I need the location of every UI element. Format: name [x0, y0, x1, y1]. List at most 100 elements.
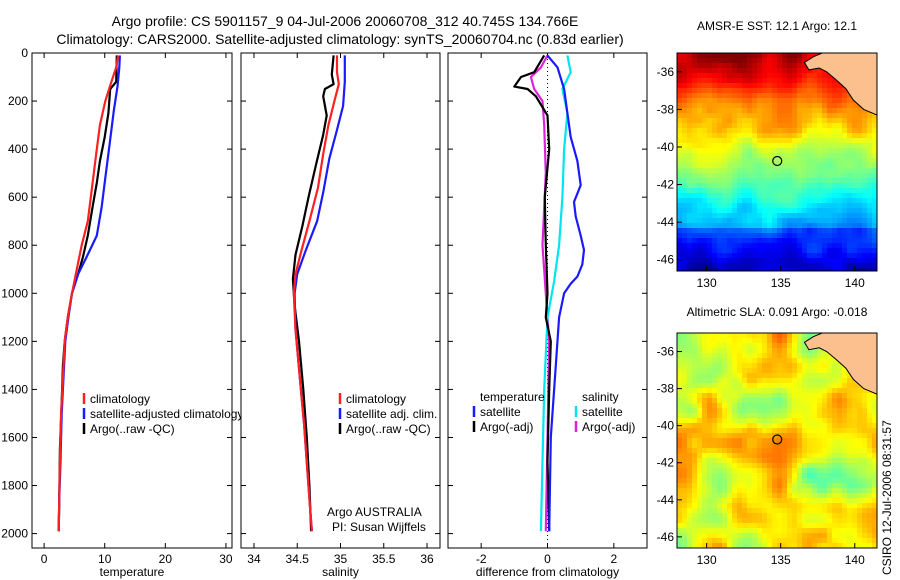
heatmap-cell: [862, 478, 868, 484]
heatmap-cell: [712, 403, 718, 409]
heatmap-cell: [752, 403, 758, 409]
heatmap-cell: [697, 428, 703, 434]
heatmap-cell: [837, 383, 843, 389]
heatmap-cell: [862, 158, 868, 164]
heatmap-cell: [782, 423, 788, 429]
heatmap-cell: [867, 188, 873, 194]
heatmap-cell: [767, 63, 773, 69]
heatmap-cell: [692, 78, 698, 84]
heatmap-cell: [727, 158, 733, 164]
heatmap-cell: [792, 213, 798, 219]
heatmap-cell: [717, 103, 723, 109]
heatmap-cell: [692, 403, 698, 409]
heatmap-cell: [732, 333, 738, 339]
heatmap-cell: [757, 258, 763, 264]
heatmap-cell: [687, 163, 693, 169]
heatmap-cell: [817, 233, 823, 239]
heatmap-cell: [722, 348, 728, 354]
heatmap-cell: [777, 258, 783, 264]
heatmap-cell: [792, 238, 798, 244]
heatmap-cell: [852, 508, 858, 514]
heatmap-cell: [762, 413, 768, 419]
heatmap-cell: [872, 403, 877, 409]
heatmap-cell: [837, 193, 843, 199]
heatmap-cell: [807, 243, 813, 249]
heatmap-cell: [692, 428, 698, 434]
argo-position-marker: [772, 155, 783, 167]
heatmap-cell: [772, 338, 778, 344]
heatmap-cell: [732, 98, 738, 104]
heatmap-cell: [787, 118, 793, 124]
heatmap-cell: [752, 383, 758, 389]
heatmap-cell: [712, 483, 718, 489]
heatmap-cell: [717, 458, 723, 464]
heatmap-cell: [847, 488, 853, 494]
heatmap-cell: [737, 358, 743, 364]
heatmap-cell: [722, 203, 728, 209]
heatmap-cell: [812, 88, 818, 94]
y-tick-label: -36: [657, 345, 675, 359]
heatmap-cell: [822, 423, 828, 429]
heatmap-cell: [797, 393, 803, 399]
heatmap-cell: [797, 223, 803, 229]
heatmap-cell: [777, 488, 783, 494]
heatmap-cell: [747, 78, 753, 84]
heatmap-cell: [782, 348, 788, 354]
heatmap-cell: [717, 543, 723, 548]
heatmap-cell: [752, 113, 758, 119]
heatmap-cell: [677, 198, 683, 204]
heatmap-cell: [752, 363, 758, 369]
heatmap-cell: [762, 443, 768, 449]
heatmap-cell: [677, 98, 683, 104]
heatmap-cell: [832, 203, 838, 209]
heatmap-cell: [677, 498, 683, 504]
heatmap-cell: [817, 378, 823, 384]
heatmap-cell: [722, 58, 728, 64]
heatmap-cell: [677, 493, 683, 499]
heatmap-cell: [757, 493, 763, 499]
heatmap-cell: [792, 378, 798, 384]
heatmap-cell: [747, 498, 753, 504]
heatmap-cell: [737, 473, 743, 479]
heatmap-cell: [687, 418, 693, 424]
heatmap-cell: [752, 438, 758, 444]
heatmap-cell: [702, 143, 708, 149]
heatmap-cell: [727, 543, 733, 548]
heatmap-cell: [742, 388, 748, 394]
heatmap-cell: [692, 118, 698, 124]
heatmap-cell: [737, 58, 743, 64]
heatmap-cell: [817, 178, 823, 184]
heatmap-cell: [792, 373, 798, 379]
heatmap-cell: [862, 398, 868, 404]
heatmap-cell: [702, 373, 708, 379]
heatmap-cell: [802, 258, 808, 264]
heatmap-cell: [817, 193, 823, 199]
heatmap-cell: [677, 508, 683, 514]
heatmap-cell: [777, 338, 783, 344]
heatmap-cell: [757, 53, 763, 59]
heatmap-cell: [767, 263, 773, 269]
heatmap-cell: [692, 418, 698, 424]
heatmap-cell: [677, 108, 683, 114]
heatmap-cell: [787, 263, 793, 269]
heatmap-cell: [727, 488, 733, 494]
heatmap-cell: [702, 363, 708, 369]
heatmap-cell: [682, 463, 688, 469]
heatmap-cell: [822, 83, 828, 89]
heatmap-cell: [697, 183, 703, 189]
heatmap-cell: [697, 248, 703, 254]
heatmap-cell: [772, 513, 778, 519]
heatmap-cell: [802, 203, 808, 209]
heatmap-cell: [792, 353, 798, 359]
heatmap-cell: [682, 348, 688, 354]
heatmap-cell: [722, 228, 728, 234]
heatmap-cell: [792, 458, 798, 464]
heatmap-cell: [742, 423, 748, 429]
heatmap-cell: [842, 163, 848, 169]
heatmap-cell: [687, 263, 693, 269]
heatmap-cell: [787, 343, 793, 349]
heatmap-cell: [802, 348, 808, 354]
heatmap-cell: [802, 448, 808, 454]
heatmap-cell: [712, 83, 718, 89]
heatmap-cell: [777, 83, 783, 89]
